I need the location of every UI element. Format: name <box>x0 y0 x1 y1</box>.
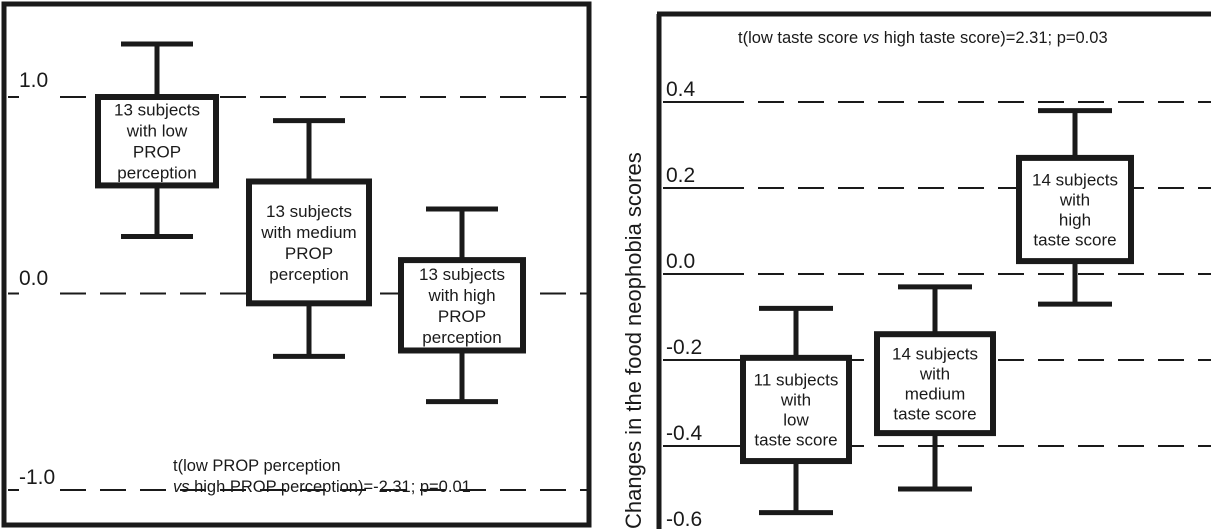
right-y-tick-4: -0.2 <box>666 336 702 359</box>
right-box-label: 14 subjects <box>892 345 978 364</box>
left-annotation-vs: vs <box>173 478 190 496</box>
right-box-label: low <box>783 410 809 429</box>
left-box-label: with high <box>427 286 495 305</box>
right-y-tick-6: -0.6 <box>666 508 702 529</box>
left-y-tick-1: 1.0 <box>19 69 48 92</box>
right-box-plot: Changes in the food neophobia scores 0.4… <box>621 11 1211 529</box>
left-annotation-rest: high PROP perception)=-2.31; p=0.01 <box>190 478 471 496</box>
right-box-label: medium <box>905 385 965 404</box>
right-box-label: with <box>919 365 950 384</box>
right-box-label: high <box>1059 211 1091 230</box>
right-box-2 <box>874 331 996 437</box>
right-box-1 <box>740 354 852 465</box>
left-box-2 <box>246 178 372 307</box>
left-box-3 <box>398 257 526 354</box>
left-box-label: 13 subjects <box>419 265 505 284</box>
right-box-label: with <box>1059 191 1090 210</box>
left-box-label: with low <box>126 122 188 141</box>
right-box-label: with <box>780 390 811 409</box>
left-annotation-line1: t(low PROP perception <box>173 457 341 475</box>
left-box-label: perception <box>422 328 501 347</box>
left-box-label: with medium <box>260 223 356 242</box>
left-box-label: 13 subjects <box>114 101 200 120</box>
left-annotation-line2: vs high PROP perception)=-2.31; p=0.01 <box>173 478 471 496</box>
right-box-label: 11 subjects <box>754 370 839 389</box>
right-y-tick-1: 0.4 <box>666 78 696 101</box>
right-annotation-pre: t(low taste score <box>738 29 863 47</box>
left-box-label: perception <box>117 164 196 183</box>
right-annotation: t(low taste score vs high taste score)=2… <box>738 29 1108 47</box>
right-annotation-vs: vs <box>863 29 880 47</box>
left-box-label: 13 subjects <box>266 202 352 221</box>
left-plot-frame <box>1 1 592 528</box>
right-box-label: taste score <box>1033 231 1116 250</box>
right-y-tick-3: 0.0 <box>666 250 695 273</box>
left-box-label: PROP <box>285 244 333 263</box>
right-box-label: taste score <box>893 405 976 424</box>
left-y-tick-3: -1.0 <box>19 466 55 489</box>
right-y-tick-5: -0.4 <box>666 422 703 445</box>
right-box-3 <box>1016 154 1134 265</box>
right-annotation-post: high taste score)=2.31; p=0.03 <box>879 29 1107 47</box>
right-box-label: 14 subjects <box>1032 171 1118 190</box>
left-y-tick-2: 0.0 <box>19 267 48 290</box>
right-box-label: taste score <box>754 430 837 449</box>
left-box-plot: 1.0 0.0 -1.0 t(low PROP perception vs hi… <box>1 1 592 528</box>
right-y-axis-label: Changes in the food neophobia scores <box>621 152 646 529</box>
left-box-label: perception <box>269 265 348 284</box>
left-box-label: PROP <box>133 143 181 162</box>
right-y-tick-2: 0.2 <box>666 164 695 187</box>
left-box-1 <box>95 94 219 189</box>
left-box-label: PROP <box>438 307 486 326</box>
